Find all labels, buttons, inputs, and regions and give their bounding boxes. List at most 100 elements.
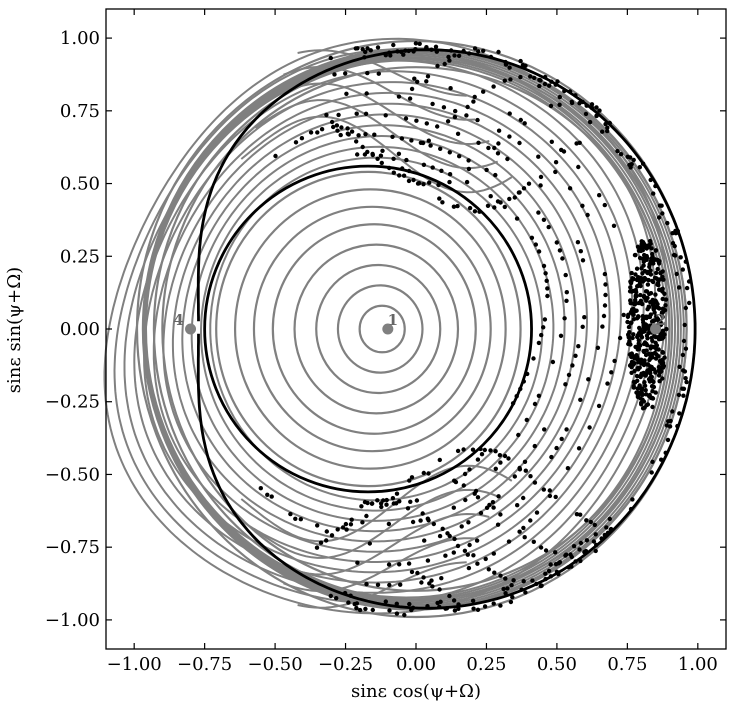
trajectory-point-513 — [653, 183, 658, 189]
trajectory-point-700 — [288, 511, 293, 517]
trajectory-point-474 — [682, 369, 688, 374]
trajectory-point-880 — [550, 359, 556, 365]
trajectory-point-637 — [436, 182, 441, 188]
trajectory-point-340 — [643, 388, 648, 393]
trajectory-point-563 — [411, 49, 416, 54]
trajectory-point-378 — [650, 338, 655, 343]
trajectory-point-902 — [399, 136, 405, 141]
trajectory-point-958 — [521, 495, 526, 501]
trajectory-point-348 — [626, 335, 631, 340]
trajectory-point-450 — [328, 55, 333, 61]
trajectory-point-272 — [633, 344, 638, 350]
trajectory-point-469 — [368, 48, 373, 53]
trajectory-point-392 — [644, 323, 650, 328]
fixed-point-label-1: 1 — [388, 311, 398, 329]
trajectory-point-684 — [456, 53, 462, 58]
trajectory-point-976 — [553, 169, 558, 175]
trajectory-point-635 — [415, 181, 421, 186]
trajectory-point-848 — [536, 249, 542, 254]
trajectory-point-940 — [424, 121, 429, 126]
trajectory-point-842 — [542, 317, 548, 322]
trajectory-point-573 — [578, 558, 583, 564]
trajectory-point-368 — [629, 370, 634, 375]
trajectory-point-131 — [645, 362, 651, 367]
trajectory-point-507 — [577, 547, 582, 552]
trajectory-point-767 — [369, 501, 375, 506]
trajectory-point-753 — [491, 505, 496, 510]
trajectory-point-546 — [681, 393, 686, 398]
trajectory-point-873 — [493, 466, 498, 471]
trajectory-point-738 — [318, 540, 324, 545]
trajectory-point-786 — [503, 576, 508, 581]
trajectory-point-233 — [642, 380, 647, 385]
trajectory-point-924 — [566, 372, 572, 378]
trajectory-point-438 — [505, 586, 510, 591]
y-axis-ticks: −1.00 −0.75 −0.50 −0.25 0.00 0.25 0.50 0.75 1.00 — [45, 28, 726, 631]
trajectory-point-755 — [517, 529, 522, 534]
trajectory-point-920 — [522, 459, 528, 464]
trajectory-point-564 — [417, 41, 422, 46]
trajectory-point-917 — [496, 494, 501, 499]
trajectory-point-389 — [638, 327, 643, 332]
trajectory-point-644 — [557, 102, 562, 108]
trajectory-point-242 — [628, 301, 633, 306]
trajectory-point-404 — [636, 314, 641, 320]
trajectory-point-779 — [455, 543, 461, 549]
trajectory-point-595 — [400, 166, 405, 171]
trajectory-point-999 — [483, 556, 488, 562]
trajectory-point-896 — [457, 154, 462, 159]
fixed-point-label-4: 4 — [173, 311, 183, 329]
trajectory-point-966 — [595, 345, 601, 350]
trajectory-point-729 — [547, 488, 552, 493]
trajectory-point-521 — [435, 600, 440, 606]
trajectory-point-197 — [633, 294, 638, 299]
trajectory-point-918 — [512, 474, 517, 479]
trajectory-point-180 — [648, 300, 653, 305]
trajectory-point-274 — [648, 241, 653, 246]
trajectory-point-502 — [680, 267, 685, 272]
trajectory-point-383 — [655, 305, 661, 310]
trajectory-point-382 — [643, 352, 649, 358]
trajectory-point-730 — [553, 494, 558, 500]
trajectory-point-455 — [682, 322, 687, 328]
trajectory-point-338 — [642, 373, 648, 378]
trajectory-point-1026 — [412, 76, 417, 81]
trajectory-point-695 — [557, 94, 562, 100]
lower-lobe-contour-1 — [240, 464, 513, 543]
trajectory-point-385 — [629, 351, 634, 356]
trajectory-point-562 — [683, 259, 688, 264]
trajectory-point-668 — [549, 79, 554, 84]
trajectory-point-238 — [636, 347, 642, 352]
trajectory-point-572 — [354, 601, 360, 606]
trajectory-point-802 — [437, 587, 442, 592]
trajectory-point-551 — [674, 271, 679, 277]
trajectory-point-365 — [640, 279, 646, 284]
trajectory-point-1027 — [376, 71, 381, 76]
trajectory-point-740 — [329, 533, 335, 538]
trajectory-point-677 — [409, 86, 415, 92]
trajectory-point-308 — [628, 285, 633, 290]
trajectory-point-675 — [594, 113, 599, 118]
trajectory-point-671 — [567, 89, 573, 94]
upper-lobe-contour-3 — [269, 82, 490, 146]
trajectory-point-970 — [603, 292, 608, 298]
trajectory-point-954 — [467, 542, 472, 548]
upper-lobe-contour-4 — [283, 65, 476, 121]
trajectory-point-876 — [516, 432, 521, 438]
trajectory-point-421 — [391, 42, 396, 48]
trajectory-point-967 — [600, 324, 605, 329]
trajectory-point-254 — [635, 244, 641, 249]
trajectory-point-498 — [403, 48, 408, 53]
trajectory-point-697 — [258, 486, 263, 491]
trajectory-point-815 — [553, 562, 559, 567]
trajectory-point-248 — [629, 354, 634, 360]
trajectory-point-927 — [576, 344, 581, 349]
trajectory-point-1000 — [491, 551, 496, 556]
trajectory-point-841 — [541, 325, 546, 330]
trajectory-point-268 — [632, 380, 638, 385]
lower-lobe-contour-3 — [269, 512, 490, 576]
trajectory-point-537 — [649, 470, 654, 475]
y-tick-label-5: 0.25 — [60, 246, 100, 267]
trajectory-point-713 — [394, 491, 400, 496]
trajectory-point-581 — [273, 153, 278, 159]
